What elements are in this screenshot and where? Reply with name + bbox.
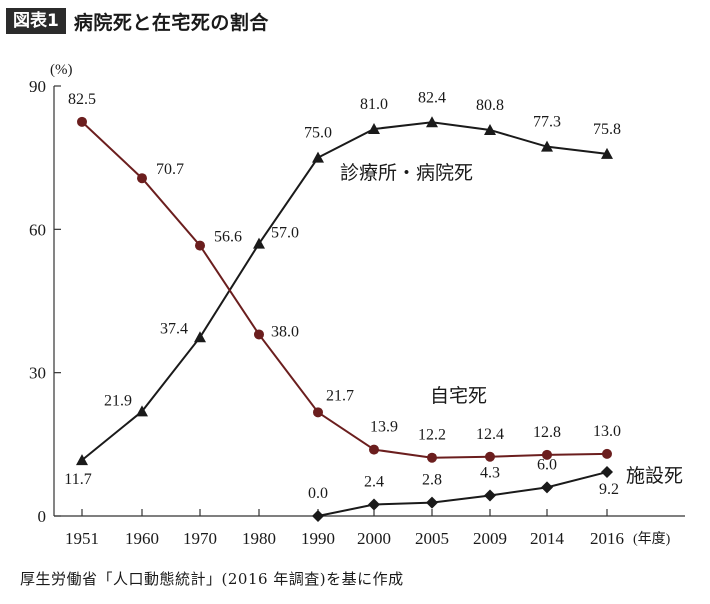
y-tick-label: 60 bbox=[29, 220, 46, 239]
triangle-marker bbox=[484, 123, 496, 135]
triangle-marker bbox=[541, 140, 553, 152]
circle-marker bbox=[195, 240, 205, 251]
diamond-marker bbox=[484, 489, 496, 502]
data-label: 2.4 bbox=[364, 474, 384, 491]
data-label: 70.7 bbox=[156, 161, 184, 178]
circle-marker bbox=[313, 407, 323, 418]
source-note: 厚生労働省「人口動態統計」(2016 年調査)を基に作成 bbox=[20, 570, 404, 588]
triangle-marker bbox=[601, 147, 613, 159]
x-tick-label: 2005 bbox=[415, 529, 449, 548]
circle-marker bbox=[254, 329, 264, 340]
data-label: 75.8 bbox=[593, 121, 621, 138]
data-label: 77.3 bbox=[533, 114, 561, 131]
series-name-label: 診療所・病院死 bbox=[340, 162, 473, 184]
circle-marker bbox=[427, 452, 437, 463]
diamond-marker bbox=[312, 510, 324, 522]
data-label: 13.0 bbox=[593, 423, 621, 440]
data-label: 21.9 bbox=[104, 392, 132, 409]
data-label: 4.3 bbox=[480, 464, 500, 481]
data-label: 81.0 bbox=[360, 96, 388, 113]
data-label: 82.4 bbox=[418, 89, 446, 106]
triangle-marker bbox=[136, 405, 148, 417]
data-label: 37.4 bbox=[160, 320, 188, 337]
triangle-marker bbox=[426, 116, 438, 128]
triangle-marker bbox=[253, 237, 265, 249]
series-line-1 bbox=[81, 121, 608, 459]
x-tick-label: 2000 bbox=[357, 529, 391, 548]
triangle-marker bbox=[368, 123, 380, 134]
figure-badge: 図表1 bbox=[6, 8, 66, 34]
x-tick-label: 2016 bbox=[590, 529, 624, 548]
series-markers bbox=[76, 116, 613, 522]
x-tick-label: 1990 bbox=[301, 529, 335, 548]
data-label: 11.7 bbox=[64, 471, 91, 488]
data-label: 75.0 bbox=[304, 125, 332, 142]
data-label: 12.2 bbox=[418, 427, 446, 444]
series-line-2 bbox=[317, 471, 608, 517]
axes: (%) 0 30 60 90 1951 1960 1970 1980 1990 2000 2005 20… bbox=[29, 62, 685, 548]
diamond-marker bbox=[541, 481, 553, 494]
x-tick-label: 1970 bbox=[183, 529, 217, 548]
data-label: 56.6 bbox=[214, 229, 242, 246]
series-line-0 bbox=[81, 121, 608, 461]
circle-marker bbox=[369, 444, 379, 455]
y-tick-label: 30 bbox=[29, 364, 46, 383]
circle-marker bbox=[602, 448, 612, 459]
data-label: 0.0 bbox=[308, 485, 328, 502]
x-tick-label: 1951 bbox=[65, 529, 99, 548]
data-label: 9.2 bbox=[599, 481, 619, 498]
chart-title: 病院死と在宅死の割合 bbox=[73, 11, 269, 34]
diamond-marker bbox=[601, 466, 613, 479]
data-label: 80.8 bbox=[476, 97, 504, 114]
data-label: 6.0 bbox=[537, 456, 557, 473]
data-label: 82.5 bbox=[68, 91, 96, 108]
circle-marker bbox=[77, 116, 87, 127]
line-chart: (%) 0 30 60 90 1951 1960 1970 1980 1990 2000 2005 20… bbox=[29, 62, 685, 548]
circle-marker bbox=[137, 173, 147, 184]
circle-marker bbox=[485, 451, 495, 462]
series-name-label: 施設死 bbox=[626, 465, 683, 487]
chart-header: 図表1 病院死と在宅死の割合 bbox=[6, 6, 269, 36]
circle-marker bbox=[542, 449, 552, 460]
data-label: 12.8 bbox=[533, 424, 561, 441]
data-label: 21.7 bbox=[326, 387, 354, 404]
y-tick-label: 0 bbox=[38, 507, 47, 526]
x-tick-label: 1980 bbox=[242, 529, 276, 548]
data-label: 38.0 bbox=[271, 323, 299, 340]
series-lines bbox=[81, 121, 608, 517]
series-name-label: 自宅死 bbox=[430, 385, 487, 407]
data-labels: 11.7 21.9 37.4 57.0 75.0 81.0 82.4 80.8 77.3 75.8… bbox=[64, 89, 621, 502]
data-label: 2.8 bbox=[422, 472, 442, 489]
x-tick-label: 2009 bbox=[473, 529, 507, 548]
diamond-marker bbox=[368, 498, 380, 511]
y-tick-label: 90 bbox=[29, 77, 46, 96]
x-unit-label: (年度) bbox=[633, 531, 671, 547]
triangle-marker bbox=[194, 331, 206, 343]
data-label: 57.0 bbox=[271, 225, 299, 242]
diamond-marker bbox=[426, 496, 438, 509]
x-tick-label: 2014 bbox=[530, 529, 565, 548]
x-tick-label: 1960 bbox=[125, 529, 159, 548]
data-label: 12.4 bbox=[476, 426, 504, 443]
data-label: 13.9 bbox=[370, 419, 398, 436]
y-unit-label: (%) bbox=[50, 62, 73, 78]
triangle-marker bbox=[312, 151, 324, 163]
triangle-marker bbox=[76, 454, 88, 466]
